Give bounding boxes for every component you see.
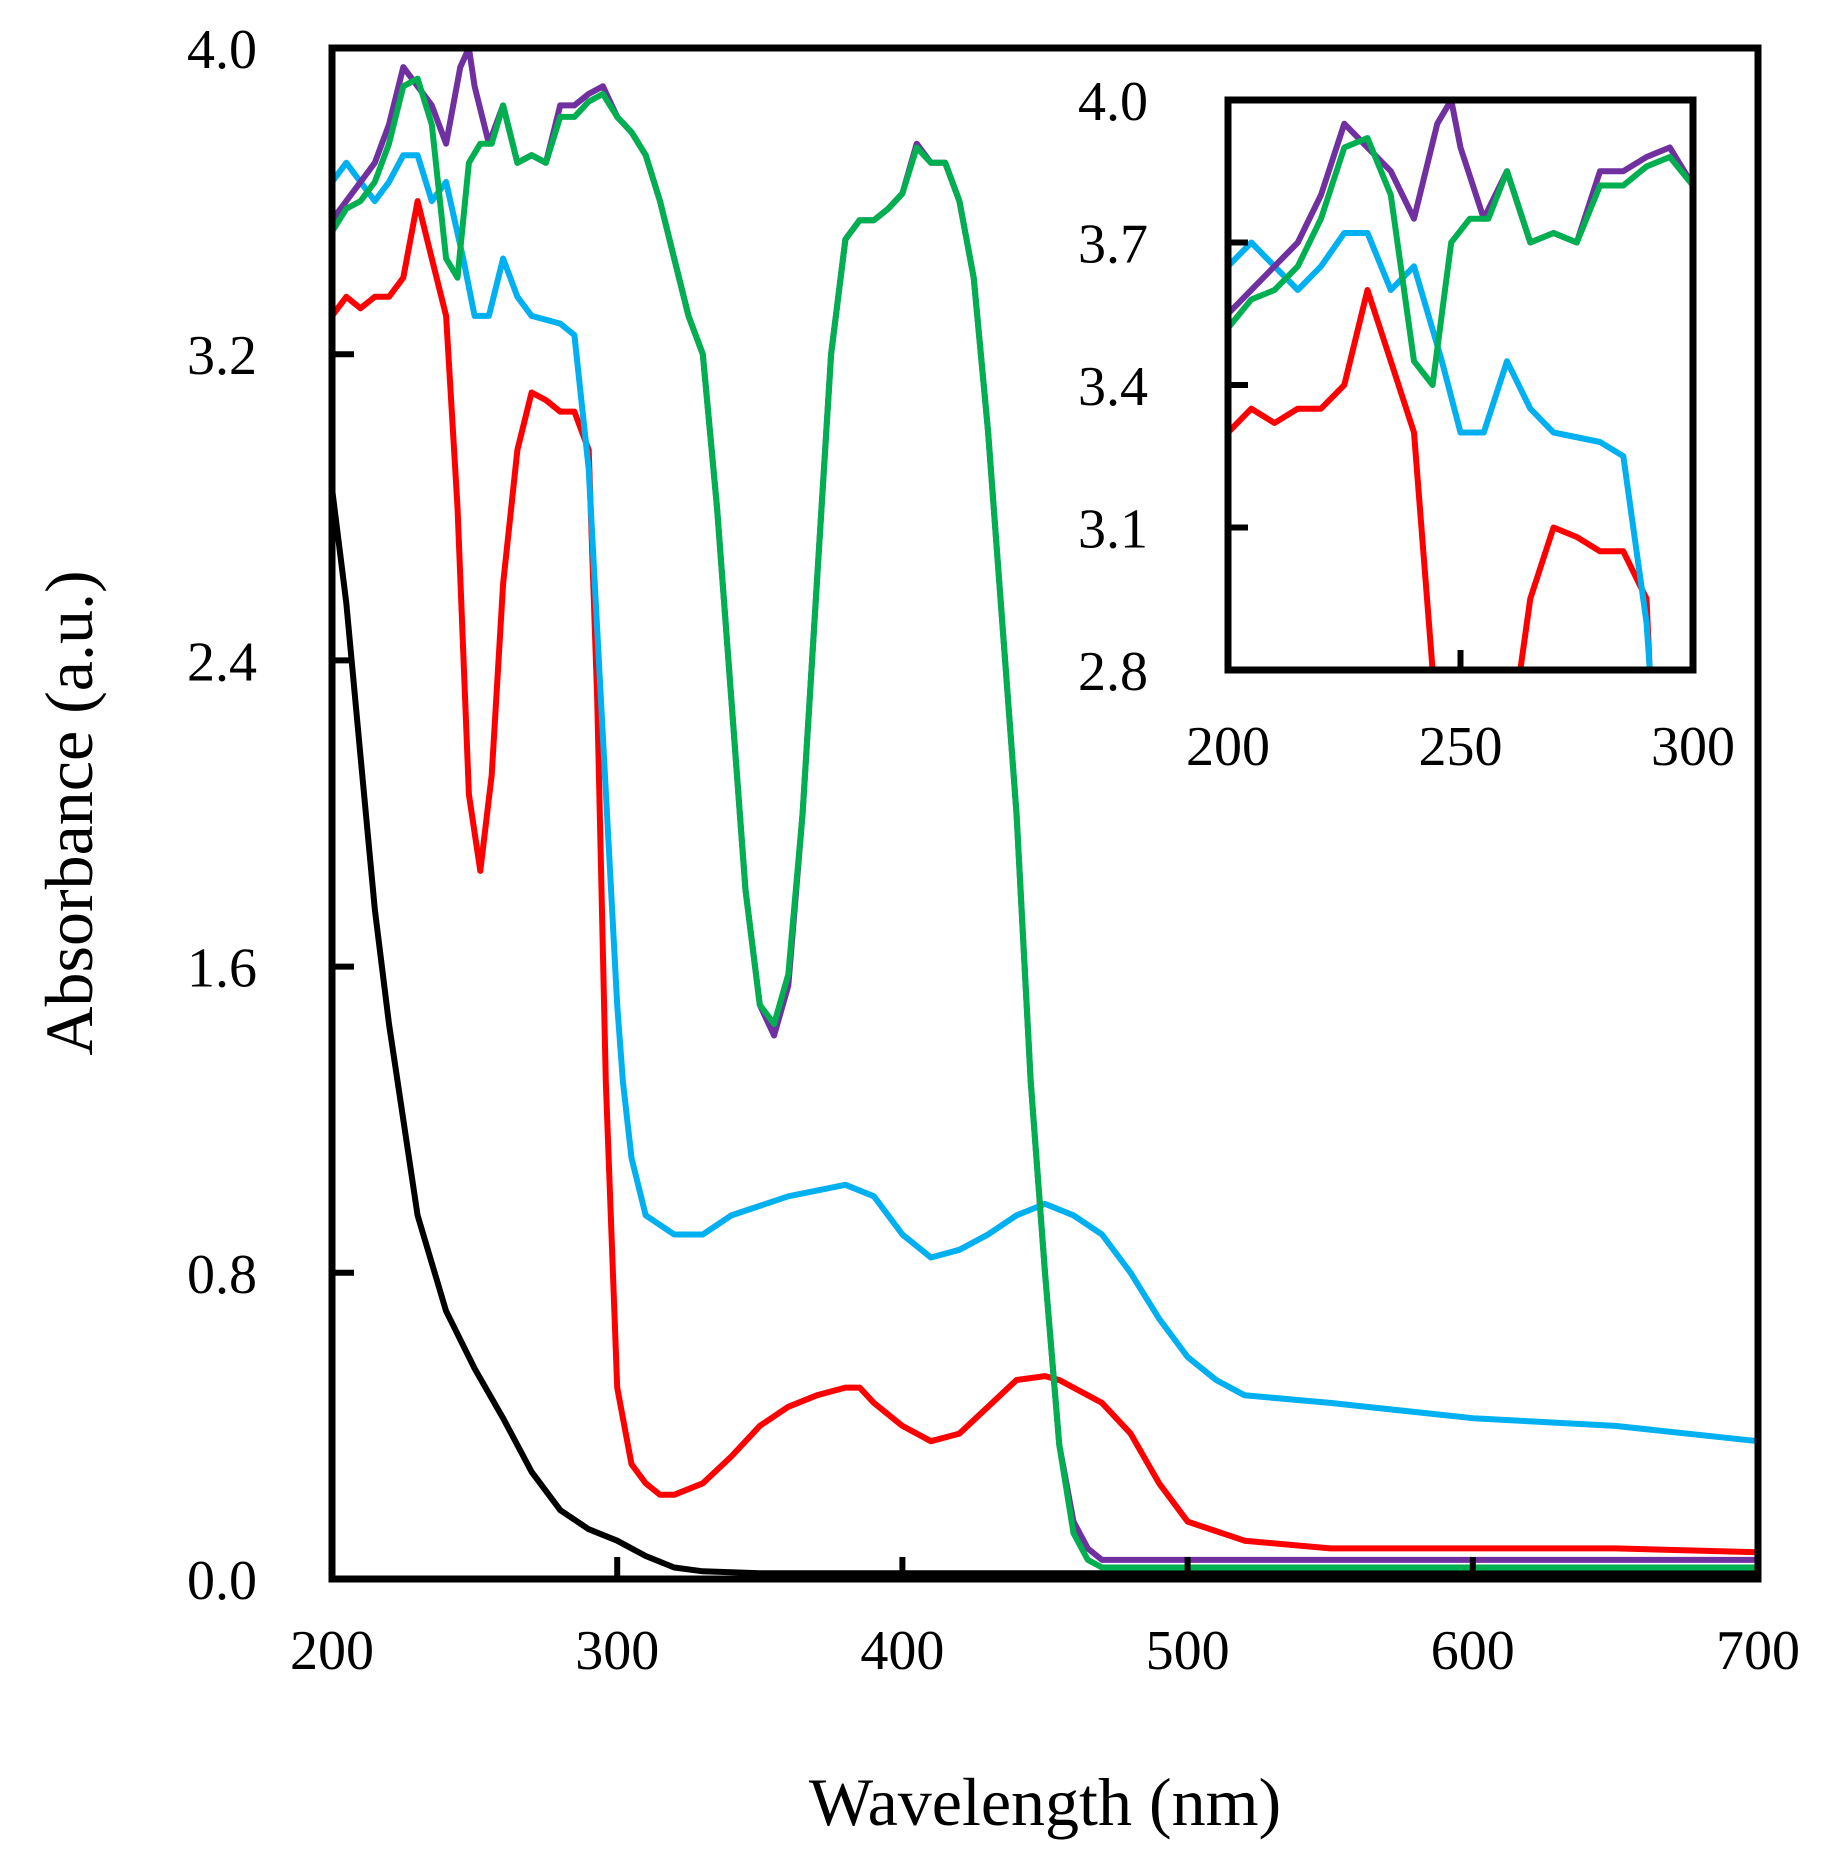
main-plot-frame bbox=[328, 44, 1762, 1583]
inset-plot: 200 250 300 2.8 3.1 3.4 3.7 4.0 bbox=[1078, 71, 1735, 778]
inset-series-cyan bbox=[1228, 230, 1653, 670]
main-series-red bbox=[329, 198, 1761, 1556]
main-series-green bbox=[329, 75, 1761, 1571]
inset-y-ticks: 2.8 3.1 3.4 3.7 4.0 bbox=[1078, 71, 1248, 703]
main-series-black bbox=[329, 485, 1761, 1577]
main-x-tick-label: 500 bbox=[1146, 1620, 1230, 1682]
x-axis-title: Wavelength (nm) bbox=[809, 1764, 1281, 1840]
inset-x-tick-label: 250 bbox=[1419, 716, 1503, 778]
inset-x-tick-label: 200 bbox=[1186, 716, 1270, 778]
inset-y-tick-label: 3.1 bbox=[1078, 499, 1148, 561]
inset-y-tick-label: 3.4 bbox=[1078, 356, 1148, 418]
inset-y-tick-label: 2.8 bbox=[1078, 641, 1148, 703]
inset-y-tick-label: 4.0 bbox=[1078, 71, 1148, 133]
main-x-tick-label: 200 bbox=[290, 1620, 374, 1682]
main-x-tick-label: 600 bbox=[1431, 1620, 1515, 1682]
main-y-tick-label: 2.4 bbox=[187, 631, 257, 693]
main-y-tick-label: 0.0 bbox=[187, 1550, 257, 1612]
main-series-group bbox=[329, 45, 1761, 1577]
main-x-tick-label: 700 bbox=[1716, 1620, 1800, 1682]
inset-x-ticks: 200 250 300 bbox=[1186, 650, 1735, 778]
inset-series-green bbox=[1228, 135, 1693, 388]
inset-background bbox=[1228, 100, 1693, 670]
main-y-ticks: 0.0 0.8 1.6 2.4 3.2 4.0 bbox=[187, 19, 354, 1612]
main-plot: 200 300 400 500 600 700 0.0 0.8 1.6 2.4 3.2 4.0 Wa… bbox=[31, 19, 1800, 1840]
main-y-tick-label: 1.6 bbox=[187, 938, 257, 1000]
main-x-ticks: 200 300 400 500 600 700 bbox=[290, 1557, 1800, 1682]
y-axis-title: Absorbance (a.u.) bbox=[31, 570, 107, 1055]
main-y-tick-label: 4.0 bbox=[187, 19, 257, 81]
inset-y-tick-label: 3.7 bbox=[1078, 214, 1148, 276]
main-x-tick-label: 400 bbox=[860, 1620, 944, 1682]
main-x-tick-label: 300 bbox=[575, 1620, 659, 1682]
inset-series-purple bbox=[1228, 100, 1693, 317]
main-y-tick-label: 0.8 bbox=[187, 1244, 257, 1306]
inset-x-tick-label: 300 bbox=[1651, 716, 1735, 778]
main-y-tick-label: 3.2 bbox=[187, 325, 257, 387]
inset-series-group bbox=[1228, 100, 1693, 670]
